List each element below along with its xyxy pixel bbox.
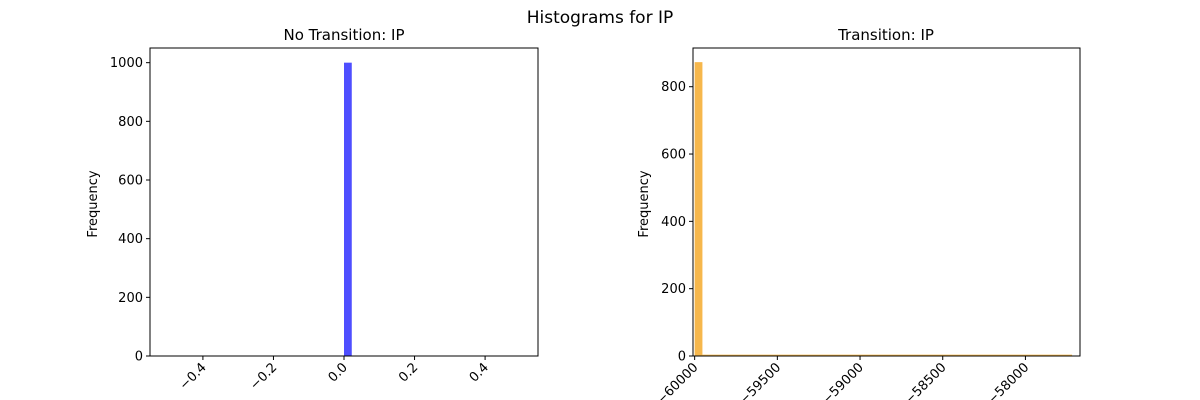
y-tick-label: 800 bbox=[661, 80, 686, 95]
y-axis-label: Frequency bbox=[637, 170, 652, 237]
x-tick-label: −59000 bbox=[819, 360, 867, 400]
chart-title: No Transition: IP bbox=[284, 26, 405, 44]
y-axis-label: Frequency bbox=[86, 170, 101, 237]
histogram-bar bbox=[702, 354, 1073, 356]
y-tick-label: 400 bbox=[661, 215, 686, 230]
x-tick-label: 0.2 bbox=[396, 360, 421, 385]
histogram-no-transition: No Transition: IP Frequency 0 200 400 600 80… bbox=[86, 26, 539, 393]
x-tick-label: −58500 bbox=[902, 360, 950, 400]
y-tick-label: 0 bbox=[678, 350, 686, 365]
x-tick-label: 0.0 bbox=[326, 360, 351, 385]
y-tick-label: 400 bbox=[118, 232, 143, 247]
y-tick-label: 200 bbox=[661, 282, 686, 297]
y-tick-label: 1000 bbox=[110, 56, 143, 71]
histogram-transition: Transition: IP Frequency 0 200 400 600 800 −6… bbox=[637, 26, 1081, 400]
x-tick-label: 0.4 bbox=[467, 360, 492, 385]
x-tick-label: −0.2 bbox=[247, 360, 280, 393]
x-tick-label: −59500 bbox=[737, 360, 785, 400]
axes-frame bbox=[692, 47, 1081, 357]
y-tick-label: 200 bbox=[118, 291, 143, 306]
chart-title: Transition: IP bbox=[837, 26, 934, 44]
x-tick-label: −58000 bbox=[985, 360, 1033, 400]
histogram-bar bbox=[694, 62, 703, 357]
y-tick-label: 600 bbox=[661, 148, 686, 163]
figure-title: Histograms for IP bbox=[527, 8, 674, 28]
y-tick-label: 600 bbox=[118, 174, 143, 189]
y-tick-label: 800 bbox=[118, 115, 143, 130]
y-tick-label: 0 bbox=[135, 350, 143, 365]
histogram-bar bbox=[344, 62, 352, 357]
x-tick-label: −0.4 bbox=[177, 360, 210, 393]
x-tick-label: −60000 bbox=[654, 360, 702, 400]
